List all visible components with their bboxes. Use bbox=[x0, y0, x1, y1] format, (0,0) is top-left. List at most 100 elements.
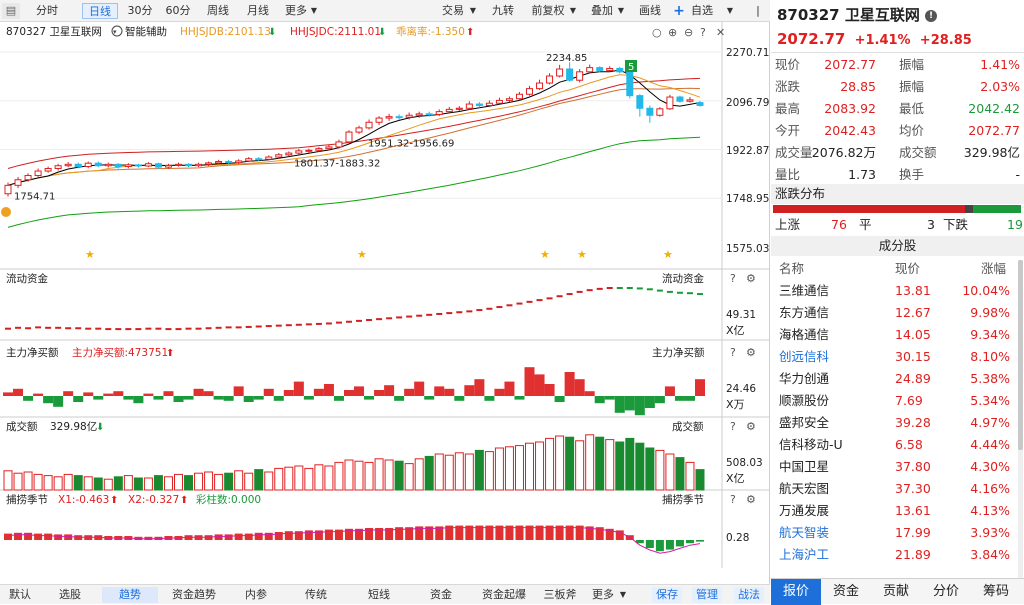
scrollbar[interactable] bbox=[1018, 260, 1023, 578]
tab-fenshi[interactable]: 分时 bbox=[36, 4, 58, 17]
cons-name[interactable]: 顺灏股份 bbox=[779, 393, 830, 408]
table-row[interactable]: 中国卫星 37.80 4.30% bbox=[771, 456, 1024, 478]
tab-insider[interactable]: 内参 bbox=[245, 588, 267, 601]
save-button[interactable]: 保存 bbox=[652, 587, 682, 603]
tab-three-axes[interactable]: 三板斧 bbox=[543, 588, 577, 601]
table-row[interactable]: 三维通信 13.81 10.04% bbox=[771, 280, 1024, 302]
chevron-down-icon[interactable]: ▼ bbox=[569, 6, 577, 15]
jiuzhuan-button[interactable]: 九转 bbox=[492, 4, 514, 17]
tab-fund-trend[interactable]: 资金趋势 bbox=[172, 588, 216, 601]
tab-short-term[interactable]: 短线 bbox=[368, 588, 390, 601]
chevron-down-icon[interactable]: ▼ bbox=[310, 6, 318, 15]
gear-icon[interactable]: ⚙ bbox=[746, 272, 756, 285]
table-row[interactable]: 华力创通 24.89 5.38% bbox=[771, 368, 1024, 390]
collapse-icon[interactable]: | bbox=[756, 4, 760, 17]
table-row[interactable]: 航天宏图 37.30 4.16% bbox=[771, 478, 1024, 500]
tab-quote[interactable]: 报价 bbox=[771, 579, 821, 605]
table-row[interactable]: 顺灏股份 7.69 5.34% bbox=[771, 390, 1024, 412]
help-icon[interactable]: ? bbox=[700, 26, 706, 39]
table-row[interactable]: 东方通信 12.67 9.98% bbox=[771, 302, 1024, 324]
tab-chips[interactable]: 筹码 bbox=[982, 584, 1009, 599]
tab-select-stock[interactable]: 选股 bbox=[59, 588, 81, 601]
tab-fund-launch[interactable]: 资金起爆 bbox=[482, 588, 526, 601]
dist-up-bar bbox=[773, 205, 966, 213]
tab-daily[interactable]: 日线 bbox=[82, 3, 118, 19]
zoom-in-icon[interactable]: ⊕ bbox=[668, 26, 677, 39]
table-row[interactable]: 盛邦安全 39.28 4.97% bbox=[771, 412, 1024, 434]
help-icon[interactable]: ? bbox=[730, 420, 736, 433]
season-bar bbox=[545, 525, 554, 540]
header-change[interactable]: 涨幅 bbox=[981, 261, 1007, 276]
tab-30min[interactable]: 30分 bbox=[127, 4, 153, 17]
cons-name[interactable]: 创远信科 bbox=[779, 349, 830, 364]
cons-name[interactable]: 东方通信 bbox=[779, 305, 830, 320]
tab-weekly[interactable]: 周线 bbox=[207, 4, 229, 17]
scrollbar-thumb[interactable] bbox=[1018, 260, 1023, 450]
tab-monthly[interactable]: 月线 bbox=[247, 4, 269, 17]
tab-traditional[interactable]: 传统 bbox=[305, 588, 327, 601]
cons-name[interactable]: 华力创通 bbox=[779, 371, 830, 386]
net-bar bbox=[454, 396, 465, 401]
header-name[interactable]: 名称 bbox=[779, 261, 805, 276]
tab-more[interactable]: 更多 bbox=[285, 4, 307, 17]
table-row[interactable]: 航天智装 17.99 3.93% bbox=[771, 522, 1024, 544]
cons-name[interactable]: 中国卫星 bbox=[779, 459, 830, 474]
cons-name[interactable]: 航天宏图 bbox=[779, 481, 830, 496]
flow-mark bbox=[676, 291, 683, 294]
tab-price-dist[interactable]: 分价 bbox=[932, 584, 959, 599]
volume-bar bbox=[605, 439, 615, 491]
circle-icon[interactable]: ○ bbox=[652, 26, 662, 39]
tab-funds[interactable]: 资金 bbox=[430, 588, 452, 601]
chevron-down-icon[interactable]: ▼ bbox=[617, 6, 625, 15]
help-icon[interactable]: ? bbox=[730, 493, 736, 506]
kline-chart[interactable]: 870327 卫星互联网 ▾ 智能辅助 HHJSJDB:2101.13 ⬇ HH… bbox=[0, 22, 770, 582]
gear-icon[interactable]: ⚙ bbox=[746, 346, 756, 359]
adjust-button[interactable]: 前复权 bbox=[531, 4, 565, 17]
add-watchlist-button[interactable]: 自选 bbox=[691, 4, 713, 17]
gear-icon[interactable]: ⚙ bbox=[746, 493, 756, 506]
chevron-down-icon[interactable]: ▼ bbox=[619, 590, 627, 599]
tab-default[interactable]: 默认 bbox=[9, 588, 31, 601]
flat-count: 3 bbox=[927, 217, 935, 232]
header-price[interactable]: 现价 bbox=[895, 261, 921, 276]
candle bbox=[235, 160, 243, 164]
net-bar bbox=[123, 396, 134, 400]
chevron-down-icon[interactable]: ▼ bbox=[726, 6, 734, 15]
info-icon[interactable]: ! bbox=[925, 9, 938, 22]
tab-more-indicators[interactable]: 更多 bbox=[592, 588, 614, 601]
cons-name[interactable]: 盛邦安全 bbox=[779, 415, 830, 430]
tab-60min[interactable]: 60分 bbox=[165, 4, 191, 17]
help-icon[interactable]: ? bbox=[730, 346, 736, 359]
trade-button[interactable]: 交易 bbox=[442, 4, 464, 17]
volume-bar bbox=[33, 473, 43, 491]
cons-name[interactable]: 海格通信 bbox=[779, 327, 830, 342]
candle bbox=[24, 175, 32, 181]
table-row[interactable]: 创远信科 30.15 8.10% bbox=[771, 346, 1024, 368]
flow-mark bbox=[165, 328, 172, 331]
gear-icon[interactable]: ⚙ bbox=[746, 420, 756, 433]
cons-name[interactable]: 信科移动-U bbox=[779, 437, 843, 452]
chevron-down-icon[interactable]: ▼ bbox=[469, 6, 477, 15]
manage-button[interactable]: 管理 bbox=[692, 587, 722, 603]
tab-trend[interactable]: 趋势 bbox=[102, 587, 158, 603]
cons-name[interactable]: 三维通信 bbox=[779, 283, 830, 298]
draw-line-button[interactable]: 画线 bbox=[639, 4, 661, 17]
assist-toggle-icon[interactable] bbox=[111, 25, 123, 37]
close-icon[interactable]: ✕ bbox=[716, 26, 725, 39]
cons-name[interactable]: 万通发展 bbox=[779, 503, 830, 518]
assist-label[interactable]: 智能辅助 bbox=[125, 25, 167, 38]
plus-icon[interactable]: + bbox=[673, 3, 685, 19]
menu-icon[interactable]: ▤ bbox=[2, 3, 20, 19]
strategy-button[interactable]: 战法 bbox=[734, 587, 764, 603]
help-icon[interactable]: ? bbox=[730, 272, 736, 285]
table-row[interactable]: 万通发展 13.61 4.13% bbox=[771, 500, 1024, 522]
table-row[interactable]: 信科移动-U 6.58 4.44% bbox=[771, 434, 1024, 456]
table-row[interactable]: 海格通信 14.05 9.34% bbox=[771, 324, 1024, 346]
table-row[interactable]: 上海沪工 21.89 3.84% bbox=[771, 544, 1024, 566]
cons-name[interactable]: 航天智装 bbox=[779, 525, 830, 540]
tab-contribution[interactable]: 贡献 bbox=[882, 584, 909, 599]
overlay-button[interactable]: 叠加 bbox=[591, 4, 613, 17]
cons-name[interactable]: 上海沪工 bbox=[779, 547, 830, 562]
zoom-out-icon[interactable]: ⊖ bbox=[684, 26, 693, 39]
tab-capital[interactable]: 资金 bbox=[832, 584, 859, 599]
